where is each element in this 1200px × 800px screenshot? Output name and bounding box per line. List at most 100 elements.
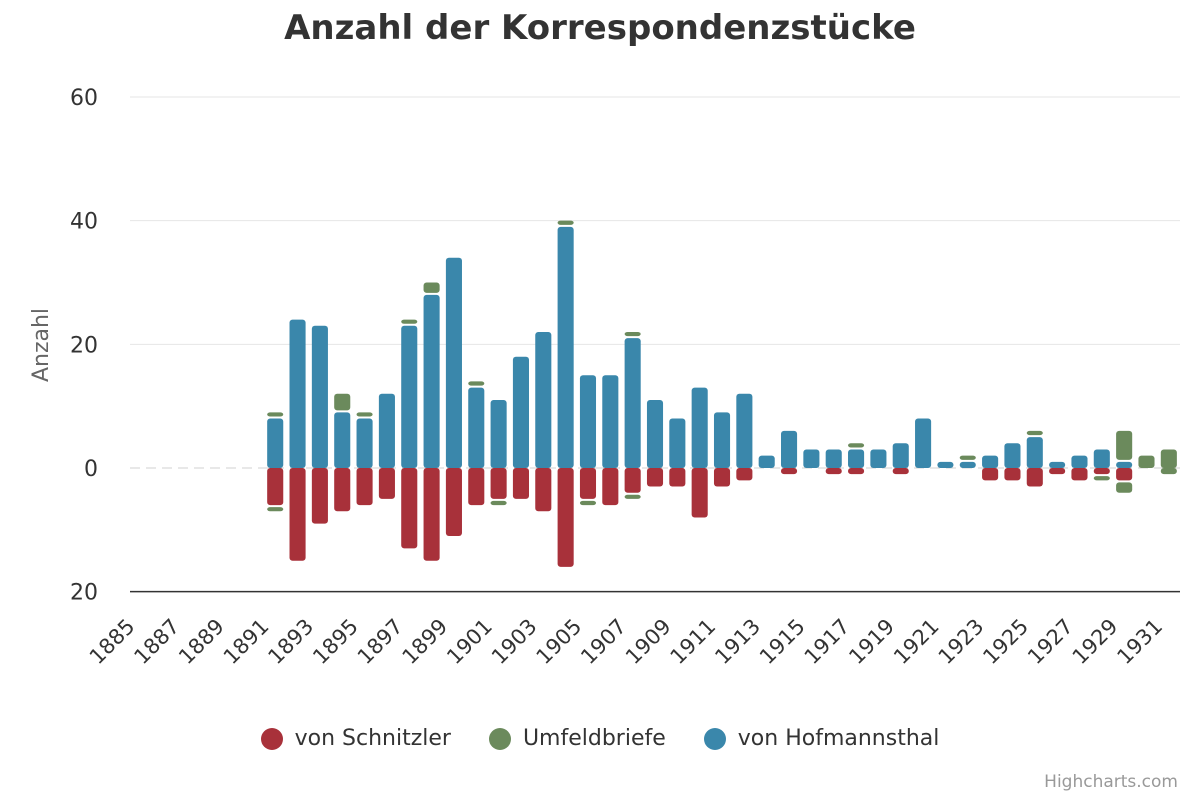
bar-von-hofmannsthal bbox=[468, 387, 485, 468]
bar-von-hofmannsthal bbox=[490, 399, 507, 468]
bar-von-hofmannsthal bbox=[1116, 461, 1133, 468]
bar-von-hofmannsthal bbox=[602, 375, 619, 468]
legend-item-von-hofmannsthal[interactable]: von Hofmannsthal bbox=[703, 726, 939, 751]
bar-von-hofmannsthal bbox=[758, 455, 775, 468]
legend-marker bbox=[260, 727, 283, 750]
bar-von-schnitzler bbox=[781, 468, 798, 475]
bar-von-schnitzler bbox=[691, 468, 708, 518]
bar-von-hofmannsthal bbox=[915, 418, 932, 468]
bar-von-schnitzler bbox=[713, 468, 731, 487]
bars bbox=[267, 220, 1177, 567]
bar-von-hofmannsthal bbox=[691, 387, 708, 468]
y-tick-label: 20 bbox=[70, 333, 98, 358]
bar-umfeldbriefe bbox=[423, 282, 440, 293]
bar-umfeldbriefe bbox=[1116, 430, 1133, 460]
bar-umfeldbriefe bbox=[959, 455, 976, 460]
bar-umfeldbriefe bbox=[490, 500, 507, 506]
bar-von-hofmannsthal bbox=[669, 418, 686, 468]
bar-von-hofmannsthal bbox=[401, 325, 418, 468]
bar-von-schnitzler bbox=[646, 468, 664, 487]
credits-link[interactable]: Highcharts.com bbox=[1044, 772, 1178, 792]
bar-von-schnitzler bbox=[535, 468, 552, 512]
bar-von-schnitzler bbox=[267, 468, 284, 506]
bar-von-schnitzler bbox=[1116, 468, 1133, 481]
bar-umfeldbriefe bbox=[401, 319, 418, 324]
bar-umfeldbriefe bbox=[579, 500, 597, 506]
x-tick-label: 1929 bbox=[1068, 614, 1123, 669]
x-tick-label: 1909 bbox=[621, 614, 676, 669]
y-tick-label: 20 bbox=[70, 581, 98, 606]
bar-umfeldbriefe bbox=[1093, 476, 1110, 481]
bar-umfeldbriefe bbox=[267, 507, 284, 512]
bar-von-schnitzler bbox=[490, 468, 507, 499]
legend-marker bbox=[488, 727, 511, 750]
x-tick-label: 1885 bbox=[85, 614, 140, 669]
bar-von-hofmannsthal bbox=[289, 319, 306, 468]
x-tick-label: 1923 bbox=[934, 614, 989, 669]
bar-umfeldbriefe bbox=[848, 443, 865, 448]
x-tick-label: 1919 bbox=[844, 614, 899, 669]
y-tick-label: 60 bbox=[70, 86, 98, 111]
bar-von-hofmannsthal bbox=[959, 461, 976, 468]
bar-von-schnitzler bbox=[982, 468, 999, 481]
bar-von-hofmannsthal bbox=[803, 449, 820, 468]
x-axis-ticks: 1885188718891891189318951897189919011903… bbox=[85, 614, 1167, 669]
bar-von-schnitzler bbox=[445, 468, 462, 537]
legend-label: von Schnitzler bbox=[294, 726, 451, 751]
bar-von-schnitzler bbox=[1026, 468, 1043, 487]
bar-umfeldbriefe bbox=[334, 393, 351, 411]
x-tick-label: 1897 bbox=[353, 614, 408, 669]
x-tick-label: 1927 bbox=[1023, 614, 1078, 669]
bar-von-schnitzler bbox=[1071, 468, 1088, 481]
bar-von-hofmannsthal bbox=[334, 412, 351, 468]
y-axis-ticks: 60 40 20 0 20 bbox=[70, 86, 98, 606]
legend-item-von-schnitzler[interactable]: von Schnitzler bbox=[260, 726, 451, 751]
legend: von Schnitzler Umfeldbriefe von Hofmanns… bbox=[0, 726, 1200, 751]
bar-von-schnitzler bbox=[468, 468, 485, 506]
bar-von-schnitzler bbox=[602, 468, 619, 506]
bar-von-hofmannsthal bbox=[267, 418, 284, 468]
bar-von-hofmannsthal bbox=[512, 356, 529, 468]
bar-von-schnitzler bbox=[669, 468, 686, 487]
bar-umfeldbriefe bbox=[267, 412, 284, 417]
bar-von-hofmannsthal bbox=[825, 449, 842, 468]
bar-umfeldbriefe bbox=[1160, 468, 1177, 475]
bar-von-hofmannsthal bbox=[1004, 443, 1021, 468]
bar-umfeldbriefe bbox=[624, 331, 641, 337]
bar-umfeldbriefe bbox=[557, 220, 574, 225]
legend-item-umfeldbriefe[interactable]: Umfeldbriefe bbox=[488, 726, 666, 751]
x-tick-label: 1893 bbox=[263, 614, 318, 669]
bar-von-hofmannsthal bbox=[445, 257, 462, 468]
bar-von-schnitzler bbox=[311, 468, 328, 524]
bar-von-hofmannsthal bbox=[1026, 437, 1043, 468]
bar-von-schnitzler bbox=[512, 468, 529, 499]
bar-von-hofmannsthal bbox=[870, 449, 887, 468]
bar-umfeldbriefe bbox=[1138, 455, 1155, 468]
bar-umfeldbriefe bbox=[624, 494, 641, 499]
bar-von-hofmannsthal bbox=[736, 393, 753, 468]
bar-umfeldbriefe bbox=[1026, 430, 1043, 436]
bar-von-hofmannsthal bbox=[557, 226, 574, 468]
bar-von-hofmannsthal bbox=[713, 412, 731, 468]
bar-umfeldbriefe bbox=[1116, 482, 1133, 493]
x-tick-label: 1907 bbox=[576, 614, 631, 669]
bar-von-schnitzler bbox=[356, 468, 373, 506]
bar-von-hofmannsthal bbox=[1049, 461, 1066, 468]
bar-von-hofmannsthal bbox=[423, 294, 440, 468]
bar-von-schnitzler bbox=[334, 468, 351, 512]
bar-von-schnitzler bbox=[423, 468, 440, 561]
bar-von-hofmannsthal bbox=[356, 418, 373, 468]
y-tick-label: 40 bbox=[70, 210, 98, 235]
bar-von-hofmannsthal bbox=[781, 430, 798, 468]
bar-von-hofmannsthal bbox=[624, 338, 641, 468]
x-tick-label: 1921 bbox=[889, 614, 944, 669]
bar-umfeldbriefe bbox=[1160, 449, 1177, 468]
bar-von-hofmannsthal bbox=[579, 375, 597, 468]
bar-von-schnitzler bbox=[378, 468, 395, 499]
legend-label: Umfeldbriefe bbox=[522, 726, 666, 751]
bar-von-hofmannsthal bbox=[311, 325, 328, 468]
x-tick-label: 1901 bbox=[442, 614, 497, 669]
bar-von-hofmannsthal bbox=[1093, 449, 1110, 468]
bar-von-schnitzler bbox=[848, 468, 865, 475]
bar-von-schnitzler bbox=[401, 468, 418, 549]
